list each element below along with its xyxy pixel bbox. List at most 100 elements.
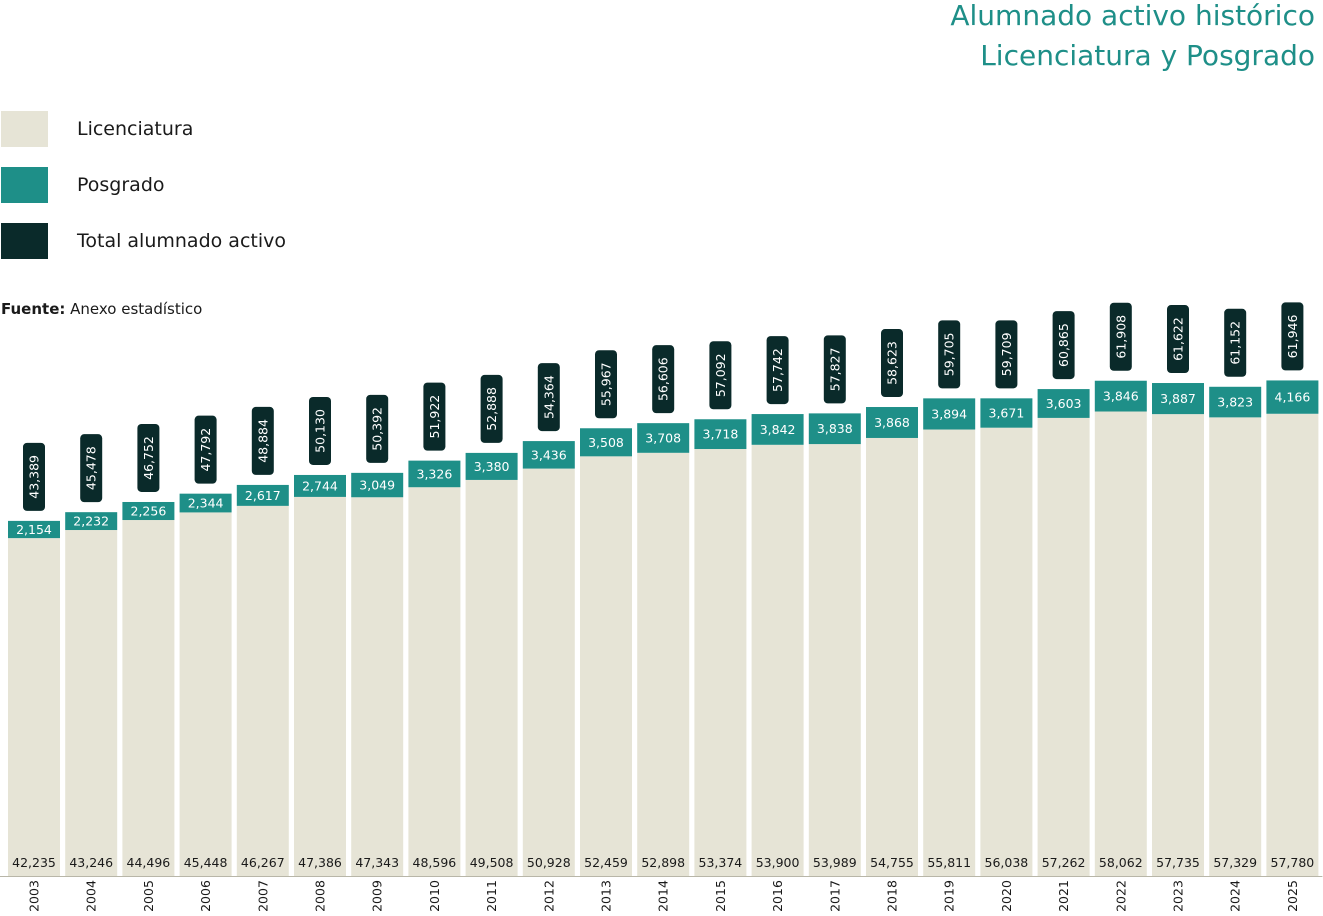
bar-licenciatura [8,538,60,876]
total-label-box [1109,302,1132,371]
licenciatura-value-label: 53,989 [813,855,857,870]
licenciatura-value-label: 56,038 [985,855,1029,870]
bar-licenciatura [351,497,404,876]
bar-licenciatura [923,429,976,876]
source-text: Anexo estadístico [65,300,203,318]
bar-posgrado [522,441,575,469]
bar-licenciatura [179,512,232,876]
x-tick-label: 2025 [1285,880,1300,912]
bar-posgrado [408,460,461,488]
licenciatura-value-label: 48,596 [413,855,457,870]
total-value-label: 50,392 [370,407,385,451]
bar-licenciatura [1037,417,1090,876]
bar-posgrado [1094,380,1147,412]
total-value-label: 54,364 [541,375,556,419]
total-label-box [709,341,732,410]
licenciatura-value-label: 55,811 [927,855,971,870]
posgrado-value-label: 3,708 [645,430,681,445]
total-value-label: 43,389 [27,455,42,499]
x-tick-label: 2005 [141,880,156,912]
bar-posgrado [1209,386,1262,418]
posgrado-value-label: 2,344 [188,496,224,511]
total-value-label: 61,908 [1113,315,1128,359]
bar-posgrado [637,423,690,453]
licenciatura-value-label: 42,235 [12,855,56,870]
posgrado-value-label: 3,436 [531,447,567,462]
total-value-label: 58,623 [885,341,900,385]
posgrado-value-label: 2,617 [245,488,281,503]
licenciatura-value-label: 49,508 [470,855,514,870]
source-label: Fuente: [1,300,66,318]
posgrado-value-label: 3,508 [588,435,624,450]
x-tick-label: 2007 [255,880,270,912]
x-tick-label: 2008 [313,880,328,912]
bar-licenciatura [580,456,632,876]
bar-licenciatura [122,520,175,876]
bar-licenciatura [637,452,690,876]
legend-label-posgrado: Posgrado [77,174,165,196]
total-label-box [194,415,217,484]
posgrado-value-label: 3,846 [1103,389,1139,404]
total-value-label: 59,705 [942,332,957,376]
chart-title-line1: Alumnado activo histórico [950,0,1315,32]
total-label-box [137,423,160,492]
total-label-box [23,442,45,511]
bar-licenciatura [522,468,575,876]
posgrado-value-label: 3,049 [359,478,395,493]
total-label-box [1281,302,1304,371]
total-value-label: 59,709 [999,332,1014,376]
x-tick-label: 2010 [427,880,442,912]
total-label-box [823,335,846,404]
legend-label-total: Total alumnado activo [77,230,286,252]
x-tick-label: 2011 [484,880,499,912]
total-value-label: 46,752 [141,436,156,480]
x-tick-label: 2023 [1171,880,1186,912]
x-tick-label: 2018 [885,880,900,912]
bar-posgrado [923,398,976,430]
posgrado-value-label: 3,868 [874,415,910,430]
total-value-label: 60,865 [1056,323,1071,367]
posgrado-value-label: 3,603 [1046,396,1082,411]
total-label-box [995,320,1018,389]
licenciatura-value-label: 52,898 [641,855,685,870]
x-tick-label: 2017 [827,880,842,912]
bar-posgrado [122,501,175,521]
total-value-label: 61,622 [1171,317,1186,361]
licenciatura-value-label: 53,900 [756,855,800,870]
bar-posgrado [866,407,918,438]
licenciatura-value-label: 43,246 [69,855,113,870]
posgrado-value-label: 3,671 [989,406,1025,421]
chart-title: Alumnado activo histórico Licenciatura y… [950,0,1315,76]
bar-licenciatura [294,496,346,876]
licenciatura-value-label: 53,374 [699,855,743,870]
x-tick-label: 2003 [27,880,42,912]
bar-posgrado [751,414,804,445]
total-label-box [1167,305,1189,374]
bar-licenciatura [808,444,861,876]
posgrado-value-label: 4,166 [1275,390,1311,405]
bar-posgrado [1266,380,1319,414]
bar-licenciatura [980,427,1033,876]
bar-posgrado [1152,383,1204,415]
x-tick-label: 2013 [599,880,614,912]
licenciatura-value-label: 44,496 [127,855,171,870]
bar-posgrado [1037,389,1090,418]
licenciatura-value-label: 47,386 [298,855,342,870]
posgrado-value-label: 3,842 [760,422,796,437]
licenciatura-value-label: 57,329 [1213,855,1257,870]
legend-label-licenciatura: Licenciatura [77,118,194,140]
licenciatura-value-label: 46,267 [241,855,285,870]
total-label-box [366,394,389,463]
posgrado-value-label: 3,380 [474,459,510,474]
x-tick-label: 2022 [1113,880,1128,912]
total-value-label: 61,152 [1228,321,1243,365]
posgrado-value-label: 3,326 [417,466,453,481]
x-tick-label: 2012 [541,880,556,912]
total-label-box [595,350,617,419]
bar-posgrado [580,428,632,457]
total-label-box [881,329,903,398]
bar-licenciatura [1152,414,1204,876]
licenciatura-value-label: 54,755 [870,855,914,870]
bar-licenciatura [866,437,918,876]
x-tick-label: 2009 [370,880,385,912]
